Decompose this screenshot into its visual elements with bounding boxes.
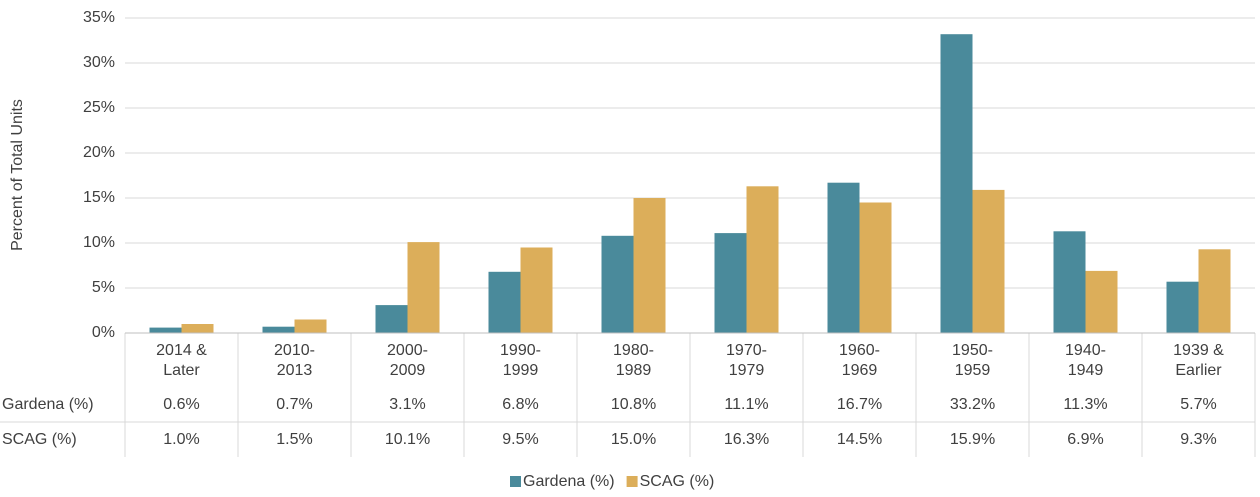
table-value: 11.1% bbox=[724, 396, 768, 413]
bar bbox=[633, 198, 666, 333]
bar bbox=[940, 34, 973, 333]
bar bbox=[746, 186, 779, 333]
y-tick-label: 20% bbox=[83, 144, 115, 161]
table-value: 5.7% bbox=[1180, 396, 1216, 413]
table-value: 11.3% bbox=[1063, 396, 1107, 413]
table-value: 6.9% bbox=[1067, 431, 1103, 448]
table-row-label: SCAG (%) bbox=[2, 431, 77, 448]
x-tick-label: 1939 & Earlier bbox=[1173, 342, 1224, 379]
bar bbox=[601, 235, 634, 333]
bar bbox=[1085, 270, 1118, 333]
bar bbox=[827, 182, 860, 333]
table-value: 15.9% bbox=[950, 431, 995, 448]
y-tick-label: 10% bbox=[83, 234, 115, 251]
legend-label: SCAG (%) bbox=[640, 473, 715, 490]
y-tick-label: 0% bbox=[92, 324, 115, 341]
bar bbox=[149, 327, 182, 333]
y-tick-label: 30% bbox=[83, 54, 115, 71]
y-axis-label: Percent of Total Units bbox=[9, 99, 26, 251]
bar bbox=[1053, 231, 1086, 333]
x-tick-label: 2014 & Later bbox=[156, 342, 207, 379]
bar bbox=[1166, 281, 1199, 333]
table-value: 3.1% bbox=[389, 396, 425, 413]
table-value: 1.0% bbox=[163, 431, 199, 448]
x-tick-label: 1980-1989 bbox=[613, 342, 654, 379]
table-value: 16.7% bbox=[837, 396, 882, 413]
bar bbox=[488, 271, 521, 333]
y-tick-label: 5% bbox=[92, 279, 115, 296]
table-row-label: Gardena (%) bbox=[2, 396, 94, 413]
x-tick-label: 2000-2009 bbox=[387, 342, 428, 379]
x-tick-label: 1990-1999 bbox=[500, 342, 541, 379]
table-value: 0.7% bbox=[276, 396, 312, 413]
bar bbox=[375, 305, 408, 333]
table-value: 9.5% bbox=[502, 431, 538, 448]
table-value: 15.0% bbox=[611, 431, 656, 448]
x-tick-label: 1940-1949 bbox=[1065, 342, 1106, 379]
bar bbox=[1198, 249, 1231, 333]
bar bbox=[181, 324, 214, 333]
table-value: 33.2% bbox=[950, 396, 995, 413]
bar bbox=[859, 202, 892, 333]
y-tick-label: 15% bbox=[83, 189, 115, 206]
table-value: 0.6% bbox=[163, 396, 199, 413]
table-value: 9.3% bbox=[1180, 431, 1216, 448]
y-tick-label: 25% bbox=[83, 99, 115, 116]
x-tick-label: 1950-1959 bbox=[952, 342, 993, 379]
table-value: 6.8% bbox=[502, 396, 538, 413]
legend-label: Gardena (%) bbox=[523, 473, 615, 490]
x-tick-label: 2010-2013 bbox=[274, 342, 315, 379]
bar bbox=[714, 233, 747, 333]
bar bbox=[972, 189, 1005, 333]
table-value: 10.8% bbox=[611, 396, 656, 413]
legend-swatch bbox=[510, 476, 521, 487]
table-value: 16.3% bbox=[724, 431, 769, 448]
bar bbox=[407, 242, 440, 333]
bar bbox=[262, 326, 295, 333]
x-tick-label: 1960-1969 bbox=[839, 342, 880, 379]
bar bbox=[520, 247, 553, 333]
x-tick-label: 1970-1979 bbox=[726, 342, 767, 379]
table-value: 14.5% bbox=[837, 431, 882, 448]
table-value: 1.5% bbox=[276, 431, 312, 448]
table-value: 10.1% bbox=[385, 431, 430, 448]
bar bbox=[294, 319, 327, 333]
legend-swatch bbox=[626, 476, 638, 487]
y-tick-label: 35% bbox=[83, 9, 115, 26]
